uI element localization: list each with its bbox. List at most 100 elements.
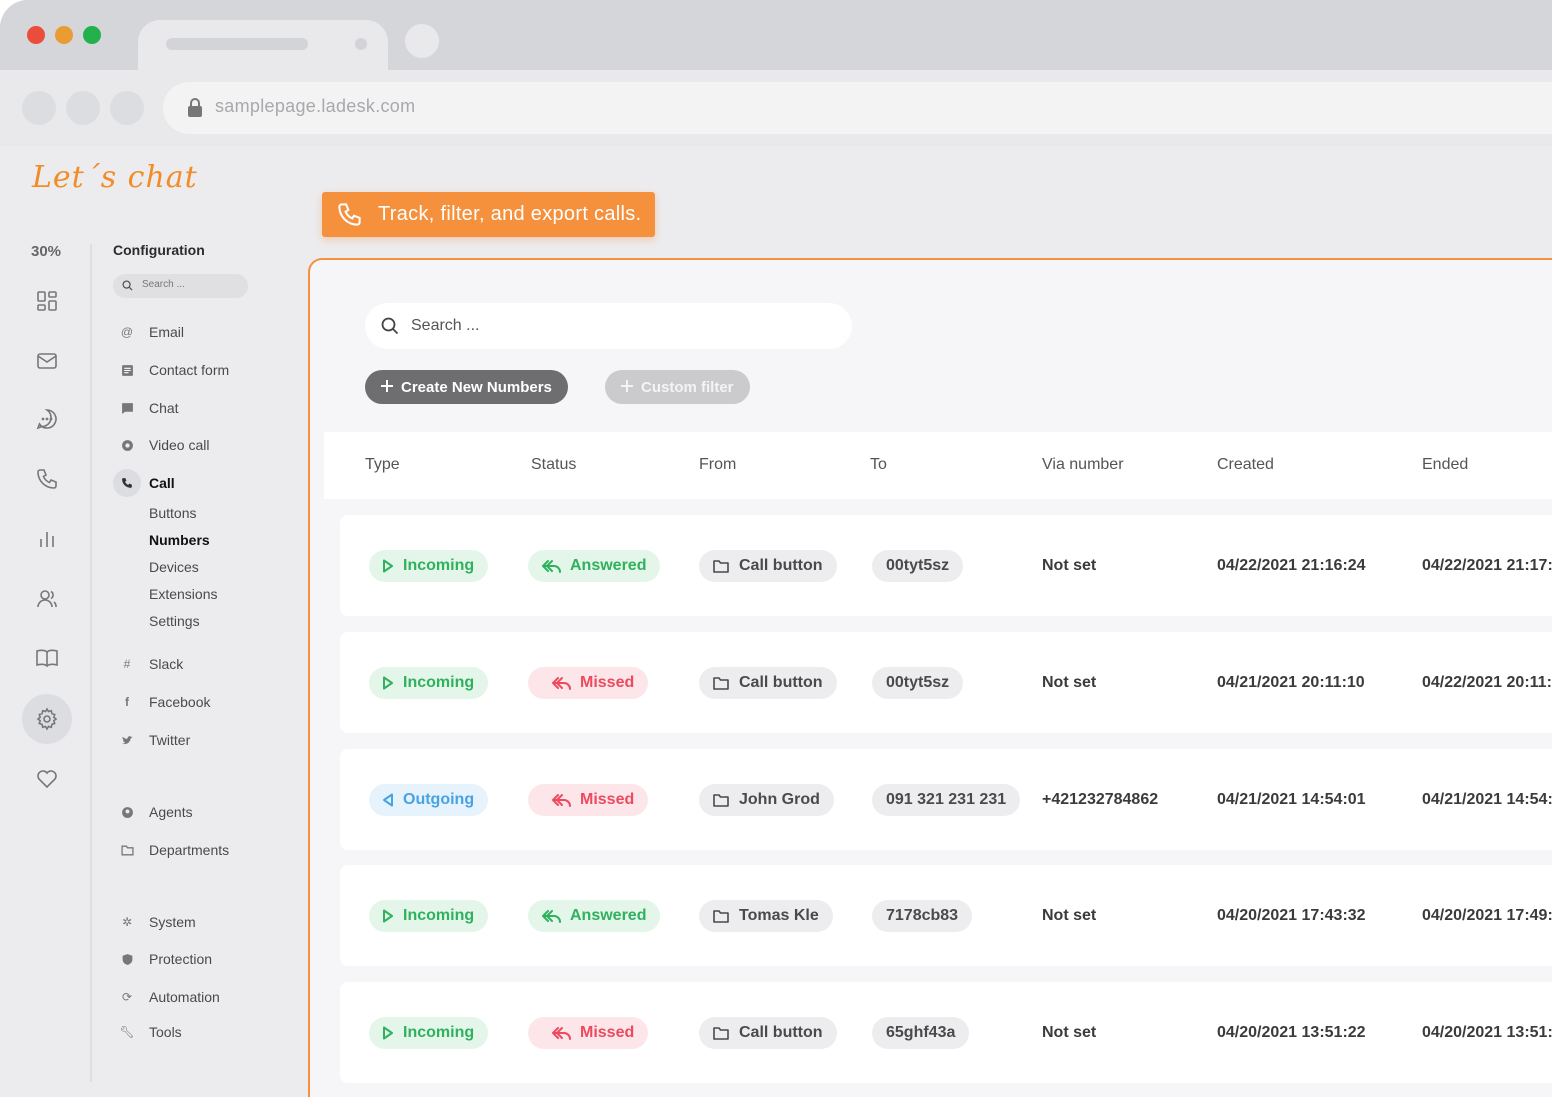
call-type-badge: Incoming xyxy=(369,900,489,932)
callout-text: Track, filter, and export calls. xyxy=(378,203,642,225)
feature-callout: Track, filter, and export calls. xyxy=(322,192,656,237)
plus-icon xyxy=(621,380,633,392)
forward-button[interactable] xyxy=(66,91,100,125)
lock-icon xyxy=(188,98,202,117)
configuration-search-input[interactable]: Search ... xyxy=(113,274,248,298)
tab-close-icon[interactable] xyxy=(355,38,367,50)
calls-search-input[interactable]: Search ... xyxy=(365,303,852,349)
table-row[interactable]: Incoming Missed Call button 65ghf43a Not set… xyxy=(340,982,1552,1083)
table-row[interactable]: Incoming Missed Call button 00tyt5sz Not set… xyxy=(340,632,1552,733)
nav-item-agents[interactable]: Agents xyxy=(113,798,193,826)
call-from-chip[interactable]: Tomas Kle xyxy=(699,900,833,932)
new-tab-button[interactable] xyxy=(405,24,439,58)
folder-icon xyxy=(713,910,729,923)
subnav-extensions[interactable]: Extensions xyxy=(149,586,218,602)
subnav-numbers[interactable]: Numbers xyxy=(149,532,210,548)
reply-icon xyxy=(552,1027,571,1040)
phone-icon[interactable] xyxy=(30,462,64,496)
url-field[interactable]: samplepage.ladesk.com xyxy=(163,82,1552,134)
nav-label: Twitter xyxy=(149,732,191,748)
table-row[interactable]: Incoming Answered Call button 00tyt5sz Not s… xyxy=(340,515,1552,616)
call-via-number: Not set xyxy=(1042,674,1097,691)
call-to-chip[interactable]: 00tyt5sz xyxy=(872,667,964,699)
call-to-chip[interactable]: 65ghf43a xyxy=(872,1017,970,1049)
call-to-chip[interactable]: 7178cb83 xyxy=(872,900,973,932)
nav-item-chat[interactable]: Chat xyxy=(113,394,179,422)
nav-item-slack[interactable]: # Slack xyxy=(113,650,184,678)
subnav-buttons[interactable]: Buttons xyxy=(149,505,197,521)
nav-label: Video call xyxy=(149,437,210,453)
table-row[interactable]: Outgoing Missed John Grod 091 321 231 231 +4… xyxy=(340,749,1552,850)
back-button[interactable] xyxy=(22,91,56,125)
call-from-chip[interactable]: Call button xyxy=(699,667,837,699)
nav-item-video-call[interactable]: Video call xyxy=(113,431,209,459)
call-created: 04/20/2021 13:51:22 xyxy=(1217,1024,1366,1041)
mail-icon[interactable] xyxy=(30,344,64,378)
contacts-icon[interactable] xyxy=(30,582,64,616)
call-status-text: Answered xyxy=(570,907,647,924)
column-header-created[interactable]: Created xyxy=(1217,456,1274,473)
shield-icon xyxy=(113,945,141,973)
column-header-via-number[interactable]: Via number xyxy=(1042,456,1124,473)
heart-icon[interactable] xyxy=(30,762,64,796)
nav-item-automation[interactable]: ⟳ Automation xyxy=(113,983,220,1011)
call-via-number: Not set xyxy=(1042,557,1097,574)
call-status-badge: Answered xyxy=(528,900,661,932)
call-from-chip[interactable]: John Grod xyxy=(699,784,834,816)
nav-item-tools[interactable]: 🔧︎ Tools xyxy=(113,1018,181,1046)
column-header-status[interactable]: Status xyxy=(531,456,577,473)
incoming-icon xyxy=(383,909,393,923)
incoming-icon xyxy=(383,1026,393,1040)
dashboard-icon[interactable] xyxy=(30,284,64,318)
call-to-text: 00tyt5sz xyxy=(886,557,950,574)
phone-icon xyxy=(338,203,361,226)
nav-label: Automation xyxy=(149,989,220,1005)
brand-logo: Let´s chat xyxy=(32,160,198,195)
chat-bubble-icon[interactable] xyxy=(30,402,64,436)
column-header-type[interactable]: Type xyxy=(365,456,400,473)
column-header-ended[interactable]: Ended xyxy=(1422,456,1469,473)
reply-icon xyxy=(552,794,571,807)
phone-icon xyxy=(113,469,141,497)
call-from-chip[interactable]: Call button xyxy=(699,550,837,582)
custom-filter-button[interactable]: Custom filter xyxy=(605,370,750,404)
folder-icon xyxy=(713,794,729,807)
browser-tab[interactable] xyxy=(138,20,388,72)
nav-item-system[interactable]: ✲ System xyxy=(113,908,196,936)
minimize-window-button[interactable] xyxy=(55,26,73,44)
reload-button[interactable] xyxy=(110,91,144,125)
call-from-chip[interactable]: Call button xyxy=(699,1017,837,1049)
nav-item-facebook[interactable]: f Facebook xyxy=(113,688,210,716)
settings-gear-icon[interactable] xyxy=(22,694,72,744)
knowledgebase-icon[interactable] xyxy=(30,641,64,675)
call-to-chip[interactable]: 091 321 231 231 xyxy=(872,784,1021,816)
search-icon xyxy=(381,317,399,335)
form-icon xyxy=(113,356,141,384)
agents-icon xyxy=(113,798,141,826)
call-ended: 04/22/2021 21:17:5 xyxy=(1422,557,1552,574)
table-row[interactable]: Incoming Answered Tomas Kle 7178cb83 Not set… xyxy=(340,865,1552,966)
call-status-badge: Missed xyxy=(528,784,649,816)
nav-item-protection[interactable]: Protection xyxy=(113,945,212,973)
nav-item-email[interactable]: @ Email xyxy=(113,318,184,346)
reports-icon[interactable] xyxy=(30,522,64,556)
subnav-settings[interactable]: Settings xyxy=(149,613,200,629)
nav-item-twitter[interactable]: Twitter xyxy=(113,726,190,754)
subnav-devices[interactable]: Devices xyxy=(149,559,199,575)
column-header-to[interactable]: To xyxy=(870,456,887,473)
close-window-button[interactable] xyxy=(27,26,45,44)
progress-percent: 30% xyxy=(31,243,62,260)
nav-item-departments[interactable]: Departments xyxy=(113,836,229,864)
search-icon xyxy=(122,280,133,291)
column-header-from[interactable]: From xyxy=(699,456,737,473)
configuration-title: Configuration xyxy=(113,242,205,258)
nav-item-contact-form[interactable]: Contact form xyxy=(113,356,229,384)
create-new-numbers-button[interactable]: Create New Numbers xyxy=(365,370,568,404)
nav-item-call[interactable]: Call xyxy=(113,469,175,497)
call-to-chip[interactable]: 00tyt5sz xyxy=(872,550,964,582)
incoming-icon xyxy=(383,559,393,573)
maximize-window-button[interactable] xyxy=(83,26,101,44)
nav-label: Call xyxy=(149,475,175,491)
table-header: Type Status From To Via number Created E… xyxy=(324,432,1552,499)
